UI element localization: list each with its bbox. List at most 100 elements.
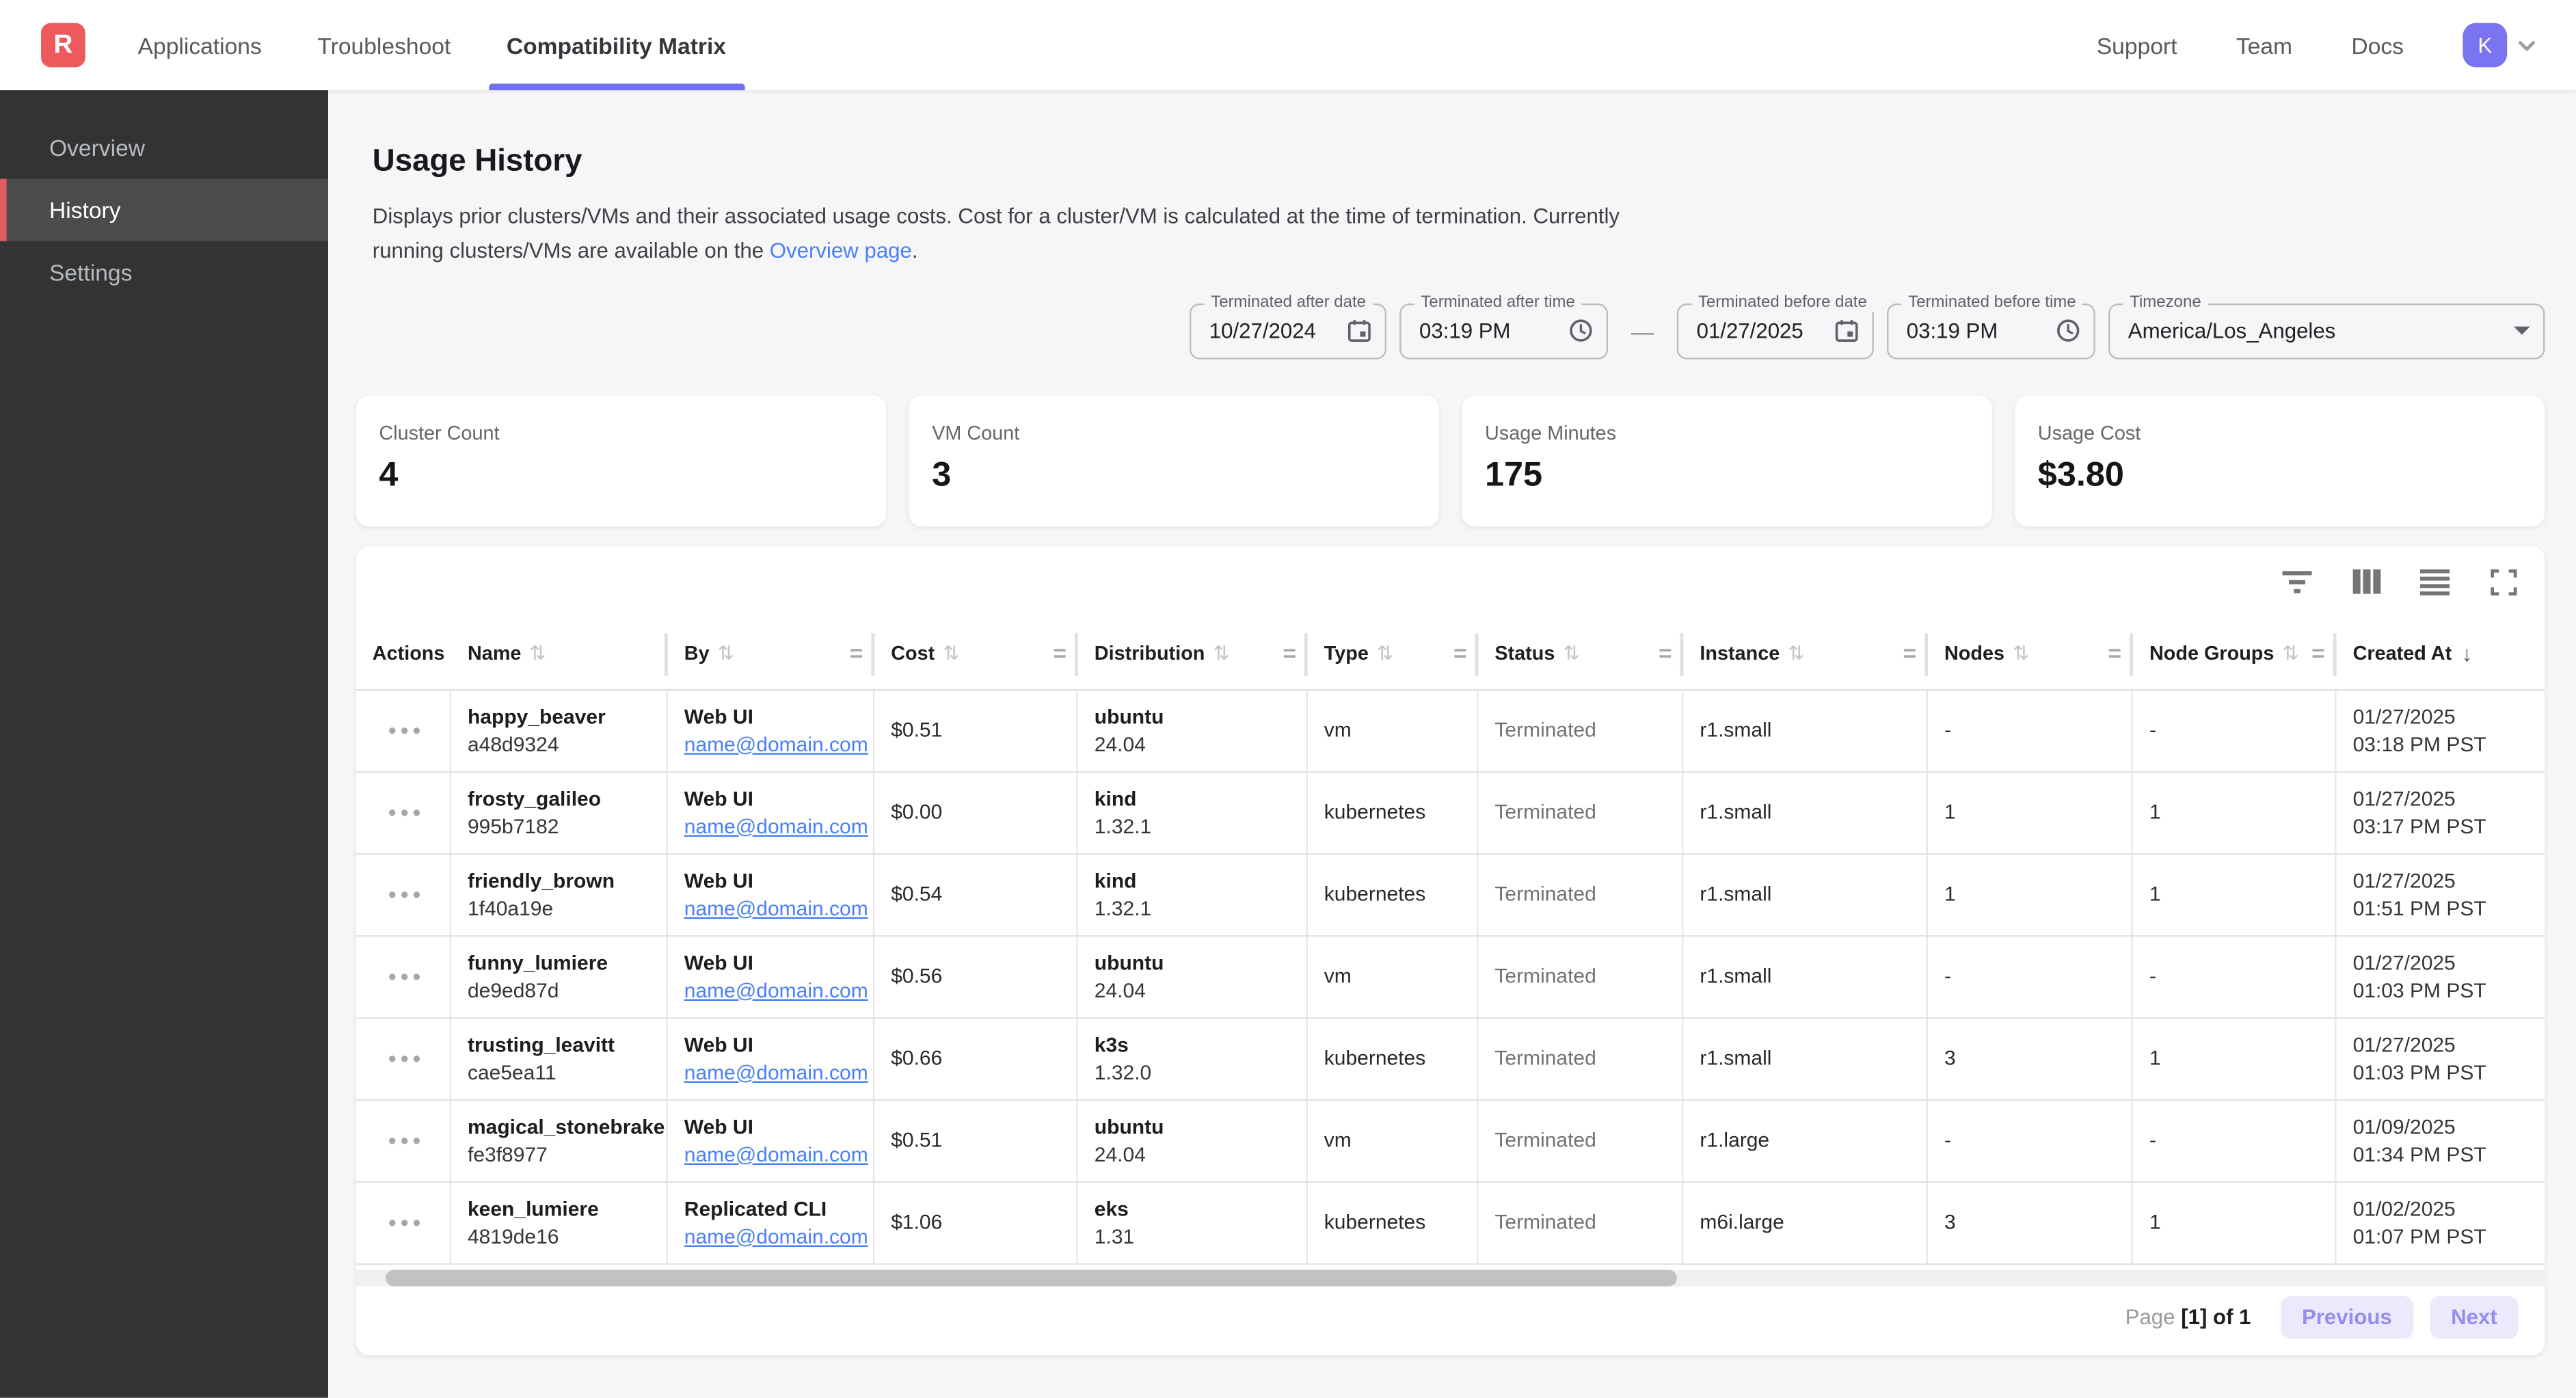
chevron-down-icon[interactable]: [2517, 36, 2537, 55]
email-link[interactable]: name@domain.com: [684, 896, 868, 920]
column-header-status[interactable]: Status ⇅ =: [1478, 618, 1684, 688]
node-groups-cell: 1: [2133, 854, 2337, 935]
row-actions-cell: ●●●: [356, 936, 451, 1017]
calendar-icon[interactable]: [1347, 319, 1371, 343]
table-row[interactable]: ●●● happy_beaver a48d9324 Web UI name@doma…: [355, 690, 2545, 772]
main-content: Usage History Displays prior clusters/VM…: [328, 90, 2576, 1398]
table-row[interactable]: ●●● funny_lumiere de9ed87d Web UI name@dom…: [355, 936, 2545, 1019]
table-row[interactable]: ●●● magical_stonebraker fe3f8977 Web UI na…: [355, 1100, 2545, 1183]
nav-item-applications[interactable]: Applications: [137, 31, 262, 59]
row-actions-menu-icon[interactable]: ●●●: [388, 722, 425, 739]
clock-icon[interactable]: [2056, 319, 2080, 343]
sort-icon[interactable]: ⇅: [2282, 641, 2299, 665]
column-header-type[interactable]: Type ⇅ =: [1308, 618, 1479, 688]
nav-link-team[interactable]: Team: [2236, 31, 2293, 59]
nav-item-compatibility-matrix[interactable]: Compatibility Matrix: [488, 0, 744, 90]
table-row[interactable]: ●●● keen_lumiere 4819de16 Replicated CLI n…: [355, 1182, 2545, 1265]
sort-icon[interactable]: ⇅: [1376, 641, 1394, 665]
table-row[interactable]: ●●● trusting_leavitt cae5ea11 Web UI name@…: [355, 1018, 2545, 1101]
columns-icon[interactable]: [2351, 567, 2380, 596]
terminated-after-date-field[interactable]: Terminated after date 10/27/2024: [1190, 293, 1387, 359]
nav-link-support[interactable]: Support: [2096, 31, 2177, 59]
column-menu-icon[interactable]: =: [1658, 640, 1672, 667]
row-actions-menu-icon[interactable]: ●●●: [388, 886, 425, 903]
page-indicator: Page [1] of 1: [2125, 1304, 2251, 1330]
terminated-before-time-field[interactable]: Terminated before time 03:19 PM: [1887, 293, 2095, 359]
sidebar-item-overview[interactable]: Overview: [49, 134, 146, 161]
table-toolbar: [356, 546, 2545, 618]
stat-card-vm-count: VM Count 3: [909, 394, 1439, 526]
sidebar-item-settings[interactable]: Settings: [49, 259, 133, 286]
sort-icon[interactable]: ⇅: [943, 641, 960, 665]
top-navbar: R Applications Troubleshoot Compatibilit…: [0, 0, 2576, 90]
column-header-distribution[interactable]: Distribution ⇅ =: [1078, 618, 1308, 688]
column-menu-icon[interactable]: =: [1903, 640, 1917, 667]
horizontal-scrollbar-thumb[interactable]: [386, 1269, 1677, 1286]
column-menu-icon[interactable]: =: [2108, 640, 2122, 667]
column-header-by[interactable]: By ⇅ =: [668, 618, 875, 688]
terminated-after-time-value: 03:19 PM: [1419, 318, 1511, 343]
row-actions-menu-icon[interactable]: ●●●: [388, 968, 425, 985]
email-link[interactable]: name@domain.com: [684, 978, 868, 1002]
nav-item-troubleshoot[interactable]: Troubleshoot: [317, 31, 451, 59]
sort-icon[interactable]: ⇅: [1213, 641, 1230, 665]
column-menu-icon[interactable]: =: [849, 640, 863, 667]
dropdown-arrow-icon[interactable]: [2513, 326, 2530, 335]
avatar[interactable]: K: [2463, 23, 2508, 68]
created-at-cell: 01/27/2025 01:51 PM PST: [2352, 869, 2486, 920]
sidebar: Overview History Settings: [0, 90, 329, 1398]
row-actions-menu-icon[interactable]: ●●●: [388, 1132, 425, 1149]
node-groups-cell: -: [2133, 936, 2337, 1017]
sort-desc-icon[interactable]: ↓: [2461, 641, 2473, 666]
sort-icon[interactable]: ⇅: [2013, 641, 2030, 665]
fullscreen-icon[interactable]: [2489, 567, 2519, 596]
status-cell: Terminated: [1478, 854, 1684, 935]
terminated-before-date-field[interactable]: Terminated before date 01/27/2025: [1676, 293, 1874, 359]
density-icon[interactable]: [2420, 567, 2450, 596]
column-header-node-groups[interactable]: Node Groups ⇅ =: [2133, 618, 2337, 688]
timezone-select[interactable]: Timezone America/Los_Angeles: [2108, 293, 2545, 359]
sort-icon[interactable]: ⇅: [529, 641, 546, 665]
terminated-after-time-field[interactable]: Terminated after time 03:19 PM: [1399, 293, 1608, 359]
pagination: Page [1] of 1 Previous Next: [356, 1286, 2545, 1355]
by-cell: Web UI name@domain.com: [668, 1018, 875, 1099]
column-menu-icon[interactable]: =: [1053, 640, 1067, 667]
previous-page-button[interactable]: Previous: [2280, 1295, 2413, 1339]
email-link[interactable]: name@domain.com: [684, 1060, 868, 1084]
email-link[interactable]: name@domain.com: [684, 1224, 868, 1248]
next-page-button[interactable]: Next: [2429, 1295, 2519, 1339]
table-row[interactable]: ●●● frosty_galileo 995b7182 Web UI name@do…: [355, 772, 2545, 855]
column-menu-icon[interactable]: =: [2311, 640, 2325, 667]
status-cell: Terminated: [1478, 936, 1684, 1017]
column-header-name[interactable]: Name ⇅: [451, 618, 668, 688]
sort-icon[interactable]: ⇅: [1788, 641, 1805, 665]
calendar-icon[interactable]: [1834, 319, 1859, 343]
sort-icon[interactable]: ⇅: [1563, 641, 1580, 665]
user-menu[interactable]: K: [2463, 23, 2536, 68]
sort-icon[interactable]: ⇅: [717, 641, 734, 665]
instance-cell: r1.small: [1683, 854, 1928, 935]
name-cell: trusting_leavitt cae5ea11: [451, 1018, 668, 1099]
row-actions-menu-icon[interactable]: ●●●: [388, 804, 425, 821]
table-row[interactable]: ●●● friendly_brown 1f40a19e Web UI name@do…: [355, 854, 2545, 937]
column-header-instance[interactable]: Instance ⇅ =: [1683, 618, 1928, 688]
replicated-logo[interactable]: R: [41, 23, 85, 68]
status-cell: Terminated: [1478, 1100, 1684, 1181]
row-actions-menu-icon[interactable]: ●●●: [388, 1050, 425, 1067]
filter-icon[interactable]: [2282, 567, 2312, 596]
nav-link-docs[interactable]: Docs: [2351, 31, 2404, 59]
column-menu-icon[interactable]: =: [1453, 640, 1467, 667]
horizontal-scrollbar-track[interactable]: [355, 1269, 2545, 1286]
sidebar-item-history[interactable]: History: [0, 178, 329, 241]
email-link[interactable]: name@domain.com: [684, 732, 868, 756]
column-header-nodes[interactable]: Nodes ⇅ =: [1928, 618, 2134, 688]
overview-page-link[interactable]: Overview page: [769, 237, 912, 263]
row-actions-menu-icon[interactable]: ●●●: [388, 1214, 425, 1231]
email-link[interactable]: name@domain.com: [684, 814, 868, 838]
column-header-cost[interactable]: Cost ⇅ =: [874, 618, 1078, 688]
column-menu-icon[interactable]: =: [1283, 640, 1297, 667]
clock-icon[interactable]: [1568, 319, 1593, 343]
nodes-cell: -: [1928, 1100, 2134, 1181]
column-header-created-at[interactable]: Created At ↓: [2352, 641, 2473, 666]
email-link[interactable]: name@domain.com: [684, 1142, 868, 1166]
